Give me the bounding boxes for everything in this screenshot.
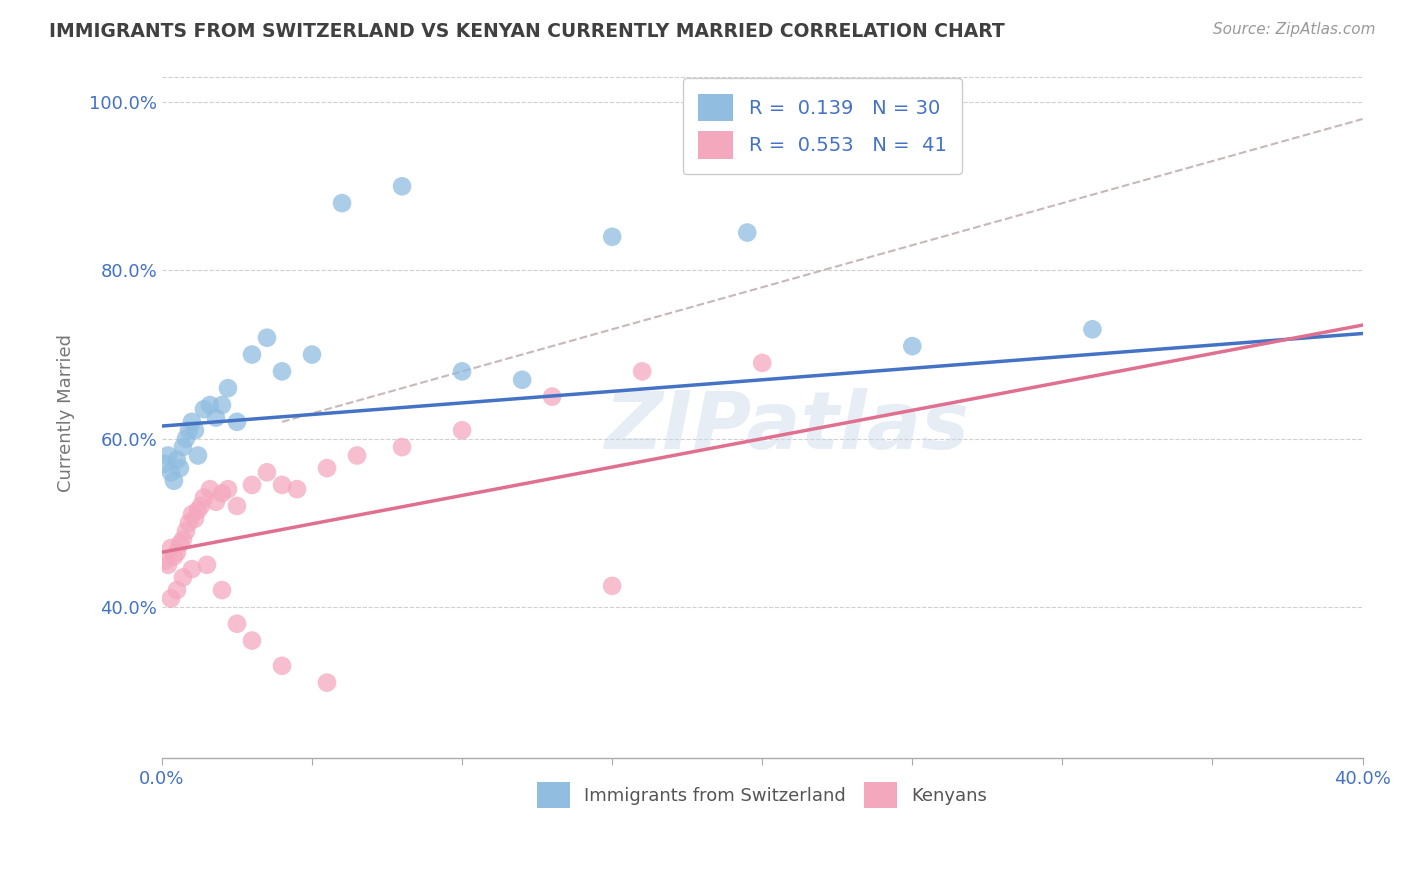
Point — [211, 486, 233, 500]
Point — [240, 478, 263, 492]
Text: Source: ZipAtlas.com: Source: ZipAtlas.com — [1212, 22, 1375, 37]
Point — [510, 373, 533, 387]
Point — [187, 503, 209, 517]
Point — [153, 457, 176, 471]
Point — [541, 390, 564, 404]
Point — [735, 226, 758, 240]
Point — [205, 410, 228, 425]
Point — [169, 537, 191, 551]
Point — [600, 579, 623, 593]
Point — [187, 449, 209, 463]
Point — [1081, 322, 1104, 336]
Point — [184, 423, 207, 437]
Point — [177, 423, 200, 437]
Point — [163, 549, 186, 564]
Y-axis label: Currently Married: Currently Married — [58, 334, 75, 492]
Legend: Immigrants from Switzerland, Kenyans: Immigrants from Switzerland, Kenyans — [530, 775, 994, 815]
Point — [217, 381, 239, 395]
Point — [169, 461, 191, 475]
Point — [160, 591, 183, 606]
Point — [285, 482, 308, 496]
Point — [301, 347, 323, 361]
Point — [174, 432, 197, 446]
Point — [271, 364, 294, 378]
Point — [177, 516, 200, 530]
Point — [184, 511, 207, 525]
Point — [316, 675, 339, 690]
Point — [600, 229, 623, 244]
Point — [226, 616, 249, 631]
Point — [226, 499, 249, 513]
Point — [166, 545, 188, 559]
Point — [451, 423, 474, 437]
Point — [156, 449, 179, 463]
Point — [271, 658, 294, 673]
Point — [330, 196, 353, 211]
Point — [391, 179, 413, 194]
Point — [211, 398, 233, 412]
Point — [240, 633, 263, 648]
Point — [198, 482, 221, 496]
Point — [211, 583, 233, 598]
Point — [198, 398, 221, 412]
Point — [153, 554, 176, 568]
Point — [316, 461, 339, 475]
Point — [193, 491, 215, 505]
Point — [240, 347, 263, 361]
Point — [160, 466, 183, 480]
Point — [181, 508, 204, 522]
Point — [181, 562, 204, 576]
Point — [163, 474, 186, 488]
Text: IMMIGRANTS FROM SWITZERLAND VS KENYAN CURRENTLY MARRIED CORRELATION CHART: IMMIGRANTS FROM SWITZERLAND VS KENYAN CU… — [49, 22, 1005, 41]
Point — [172, 570, 194, 584]
Point — [391, 440, 413, 454]
Point — [205, 495, 228, 509]
Point — [166, 583, 188, 598]
Point — [174, 524, 197, 539]
Point — [256, 331, 278, 345]
Point — [193, 402, 215, 417]
Point — [451, 364, 474, 378]
Point — [901, 339, 924, 353]
Point — [226, 415, 249, 429]
Point — [751, 356, 773, 370]
Point — [256, 466, 278, 480]
Point — [172, 533, 194, 547]
Point — [217, 482, 239, 496]
Point — [160, 541, 183, 555]
Point — [166, 452, 188, 467]
Point — [172, 440, 194, 454]
Point — [181, 415, 204, 429]
Point — [271, 478, 294, 492]
Point — [346, 449, 368, 463]
Point — [190, 499, 212, 513]
Point — [631, 364, 654, 378]
Text: ZIPatlas: ZIPatlas — [603, 388, 969, 467]
Point — [156, 558, 179, 572]
Point — [195, 558, 218, 572]
